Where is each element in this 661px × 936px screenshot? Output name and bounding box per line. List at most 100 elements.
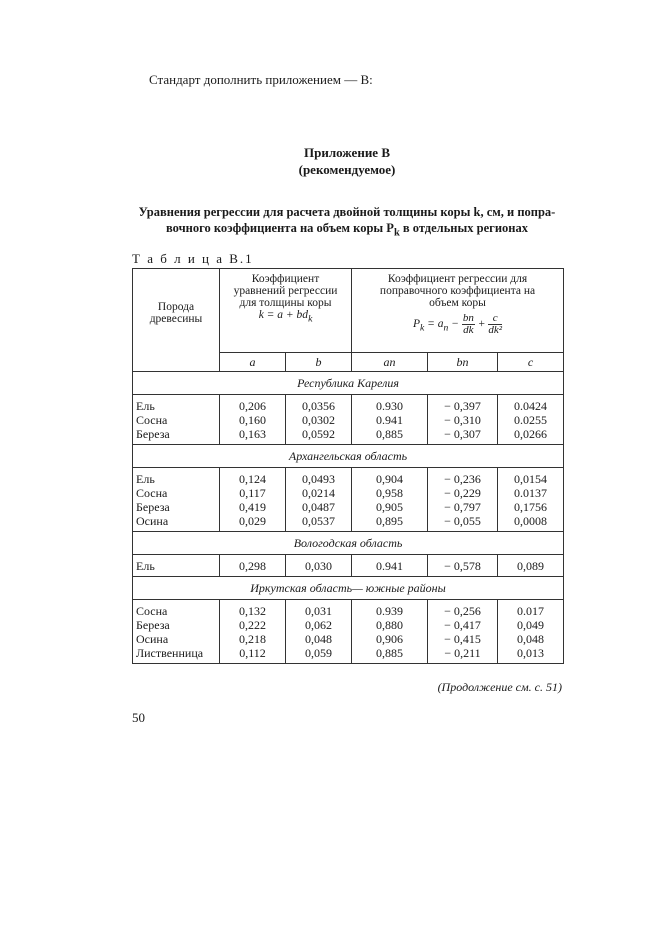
cell-value: 0,0008 — [514, 514, 548, 528]
cell-value: 0.941 — [376, 413, 404, 427]
cell-value: 0,132 — [239, 604, 266, 618]
species-name: Осина — [136, 514, 169, 528]
cell-value: 0,0537 — [302, 514, 335, 528]
cell-value: 0,419 — [239, 500, 266, 514]
cell-value: − 0,397 — [444, 399, 481, 413]
value-column: − 0,397− 0,310− 0,307 — [427, 394, 499, 445]
appendix-title: Приложение В (рекомендуемое) — [0, 144, 661, 178]
cell-value: 0,062 — [305, 618, 332, 632]
cell-value: 0,206 — [239, 399, 266, 413]
group2-header: Коэффициент регрессии для поправочного к… — [351, 268, 565, 353]
section-heading: Уравнения регрессии для расчета двойной … — [132, 204, 562, 242]
species-header: Порода древесины — [132, 268, 220, 353]
cell-value: 0,0487 — [302, 500, 335, 514]
cell-value: 0,880 — [376, 618, 404, 632]
cell-value: 0,124 — [239, 472, 266, 486]
species-name: Лиственница — [136, 646, 204, 660]
page-number: 50 — [132, 710, 145, 725]
cell-value: − 0,256 — [444, 604, 481, 618]
value-column: 0.017 0,049 0,048 0,013 — [497, 599, 565, 664]
species-name: Береза — [136, 427, 170, 441]
cell-value: 0,059 — [305, 646, 332, 660]
species-column: Ель — [132, 554, 220, 577]
region-rows: Ель Сосна Береза Осина 0,124 0,117 0,419 0,029 0… — [132, 467, 565, 532]
cell-value: 0,117 — [239, 486, 266, 500]
value-column: 0.930 0.941 0,885 — [351, 394, 429, 445]
cell-value: 0,030 — [305, 559, 332, 573]
cell-value: 0,089 — [517, 559, 545, 573]
cell-value: 0,049 — [517, 618, 545, 632]
cell-value: 0,163 — [239, 427, 266, 441]
continuation-note: (Продолжение см. с. 51) — [437, 680, 562, 694]
value-column: 0,904 0,958 0,905 0,895 — [351, 467, 429, 532]
cell-value: 0,112 — [239, 646, 266, 660]
heading-text-end: в отдельных регионах — [399, 221, 528, 235]
region-header: Республика Карелия — [131, 371, 565, 395]
group2-text: Коэффициент регрессии для поправочного к… — [379, 273, 536, 309]
value-column: 0.0424 0.0255 0,0266 — [497, 394, 565, 445]
group2-formula: Pk = aп − bп dk + c dk² — [412, 312, 503, 336]
cell-value: 0,0266 — [514, 427, 548, 441]
cell-value: 0,0154 — [514, 472, 548, 486]
regression-table: Порода древесины Коэффициент уравнений р… — [131, 268, 565, 664]
cell-value: 0,0302 — [302, 413, 335, 427]
cell-value: 0,029 — [239, 514, 266, 528]
cell-value: − 0,417 — [444, 618, 481, 632]
cell-value: 0,048 — [305, 632, 332, 646]
cell-value: 0.0137 — [514, 486, 548, 500]
cell-value: 0,1756 — [514, 500, 548, 514]
value-column: 0.941 — [351, 554, 429, 577]
formula-text: k = a + bd — [258, 309, 309, 321]
value-column: 0,031 0,062 0,048 0,059 — [284, 599, 353, 664]
cell-value: 0,160 — [239, 413, 266, 427]
species-name: Сосна — [136, 486, 168, 500]
species-header-blank — [132, 352, 220, 372]
cell-value: − 0,578 — [444, 559, 481, 573]
cell-value: 0.017 — [517, 604, 545, 618]
formula-sub: k — [308, 313, 313, 325]
value-column: − 0,256− 0,417− 0,415− 0,211 — [427, 599, 499, 664]
subcol-header: bп — [427, 352, 499, 372]
formula-mid: = a — [424, 318, 444, 331]
value-column: 0,0356 0,0302 0,0592 — [284, 394, 353, 445]
value-column: − 0,236− 0,229− 0,797− 0,055 — [427, 467, 499, 532]
cell-value: 0,031 — [305, 604, 332, 618]
cell-value: 0.939 — [376, 604, 404, 618]
formula-lhs: P — [412, 318, 420, 331]
region-header: Иркутская область— южные районы — [131, 576, 565, 600]
cell-value: − 0,797 — [444, 500, 481, 514]
appendix-title-text: Приложение В — [304, 145, 390, 160]
region-rows: Ель 0,298 0,030 0.941 − 0,578 0,089 — [132, 554, 565, 577]
cell-value: 0,0493 — [302, 472, 335, 486]
value-column: 0,206 0,160 0,163 — [219, 394, 286, 445]
species-name: Осина — [136, 632, 169, 646]
cell-value: 0,222 — [239, 618, 266, 632]
cell-value: − 0,310 — [444, 413, 481, 427]
value-column: 0.939 0,880 0,906 0,885 — [351, 599, 429, 664]
species-column: Сосна Береза Осина Лиственница — [132, 599, 220, 664]
cell-value: 0,298 — [239, 559, 266, 573]
appendix-subtitle: (рекомендуемое) — [298, 162, 396, 177]
value-column: 0,089 — [497, 554, 565, 577]
species-name: Береза — [136, 500, 170, 514]
heading-line-2: вочного коэффициента на объем коры Pk в … — [132, 220, 562, 242]
cell-value: 0,895 — [376, 514, 404, 528]
species-name: Сосна — [136, 604, 168, 618]
value-column: 0,298 — [219, 554, 286, 577]
fraction-2: c dk² — [488, 312, 503, 336]
value-column: − 0,578 — [427, 554, 499, 577]
cell-value: − 0,415 — [444, 632, 481, 646]
cell-value: − 0,055 — [444, 514, 481, 528]
species-name: Ель — [136, 399, 155, 413]
species-column: Ель Сосна Береза Осина — [132, 467, 220, 532]
cell-value: 0,885 — [376, 427, 404, 441]
table-caption: Т а б л и ц а В.1 — [132, 251, 254, 266]
cell-value: 0,904 — [376, 472, 404, 486]
cell-value: 0,0356 — [302, 399, 335, 413]
intro-text: Стандарт дополнить приложением — В: — [149, 72, 373, 87]
heading-line-1: Уравнения регрессии для расчета двойной … — [138, 205, 556, 219]
value-column: 0,132 0,222 0,218 0,112 — [219, 599, 286, 664]
species-name: Береза — [136, 618, 170, 632]
subcol-header: aп — [351, 352, 429, 372]
